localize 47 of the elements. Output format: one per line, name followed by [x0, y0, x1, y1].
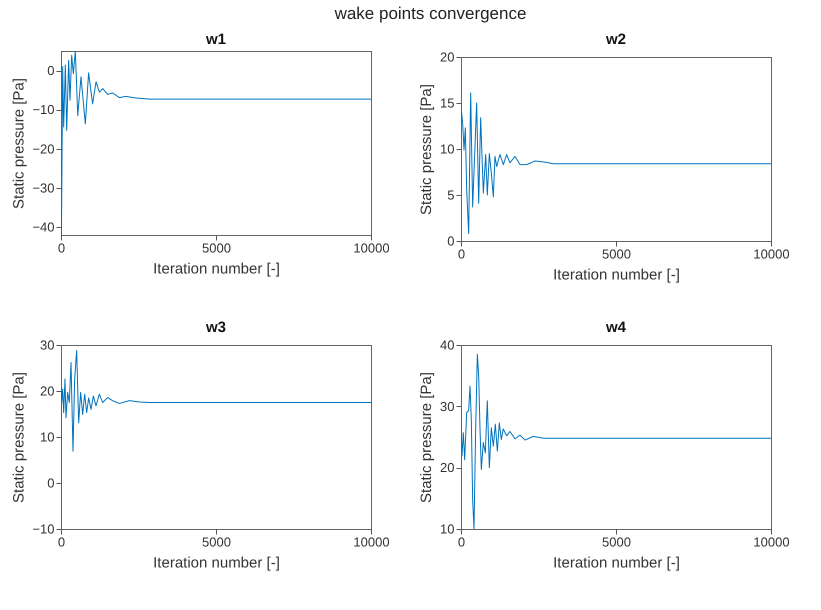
y-tick-label: −10: [32, 522, 54, 536]
x-tick-label: 5000: [602, 534, 631, 550]
x-tick-label: 10000: [753, 246, 790, 262]
x-tick-label: 0: [58, 534, 66, 550]
y-tick-label: 20: [440, 50, 454, 64]
x-tick-label: 0: [458, 534, 466, 550]
y-tick-label: 20: [40, 384, 54, 398]
chart-title: w3: [204, 319, 226, 336]
x-axis-title: Iteration number [-]: [153, 554, 280, 572]
y-tick-label: 10: [440, 142, 454, 156]
x-tick-label: 10000: [353, 534, 390, 550]
y-axis-title: Static pressure [Pa]: [10, 372, 28, 503]
y-tick-label: 30: [440, 398, 454, 414]
x-tick-label: 5000: [202, 240, 231, 256]
x-tick-label: 0: [58, 240, 66, 256]
y-tick-label: −40: [32, 220, 54, 235]
y-tick-label: 10: [440, 522, 454, 536]
x-axis-title: Iteration number [-]: [553, 554, 680, 572]
y-tick-label: −10: [32, 102, 54, 118]
y-tick-label: 40: [440, 338, 454, 352]
line-series: [61, 350, 371, 529]
y-tick-label: 30: [40, 338, 54, 352]
chart-title: w1: [204, 31, 226, 48]
text: wake points convergence: [334, 4, 526, 23]
x-tick-label: 10000: [753, 534, 790, 550]
y-tick-label: 15: [440, 96, 454, 110]
x-axis-title: Iteration number [-]: [553, 266, 680, 284]
y-tick-label: 10: [40, 430, 54, 444]
y-axis-title: Static pressure [Pa]: [10, 78, 28, 209]
y-tick-label: 0: [47, 476, 54, 490]
y-tick-label: −30: [32, 180, 54, 196]
y-tick-label: 5: [447, 188, 454, 202]
line-series: [61, 51, 371, 235]
y-axis-title: Static pressure [Pa]: [418, 84, 436, 215]
chart-title: w2: [604, 31, 626, 48]
y-tick-label: 0: [47, 63, 54, 78]
x-axis-title: Iteration number [-]: [153, 260, 280, 278]
x-tick-label: 5000: [202, 534, 231, 550]
y-tick-label: 20: [440, 460, 454, 476]
y-axis-title: Static pressure [Pa]: [418, 372, 436, 503]
x-tick-label: 10000: [353, 240, 390, 256]
line-series: [461, 92, 771, 234]
line-series: [461, 354, 771, 529]
x-tick-label: 5000: [602, 246, 631, 262]
chart-title: w4: [604, 319, 627, 336]
y-tick-label: −20: [32, 141, 54, 156]
x-tick-label: 0: [458, 246, 466, 262]
